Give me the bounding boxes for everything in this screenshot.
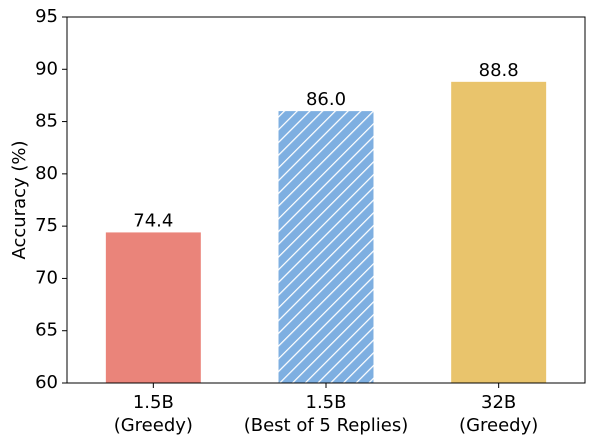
x-tick-label: 1.5B (133, 392, 174, 413)
y-tick-label: 70 (35, 267, 58, 288)
bar (278, 111, 374, 383)
y-axis-label: Accuracy (%) (9, 140, 30, 259)
data-label: 74.4 (133, 210, 173, 231)
y-tick-label: 60 (35, 372, 58, 393)
plot-frame (66, 16, 586, 384)
x-tick-label: 1.5B (306, 392, 347, 413)
y-tick-label: 90 (35, 58, 58, 79)
x-tick-label: 32B (481, 392, 516, 413)
x-tick-label: (Greedy) (114, 415, 193, 436)
x-tick-label: (Best of 5 Replies) (244, 415, 409, 436)
y-tick-label: 85 (35, 111, 58, 132)
data-label: 86.0 (306, 89, 346, 110)
y-tick-label: 95 (35, 6, 58, 27)
x-tick-label: (Greedy) (459, 415, 538, 436)
bar (451, 81, 547, 383)
y-tick-label: 75 (35, 215, 58, 236)
bar (105, 232, 201, 383)
y-tick-label: 80 (35, 163, 58, 184)
y-tick-label: 65 (35, 320, 58, 341)
data-label: 88.8 (479, 60, 519, 81)
